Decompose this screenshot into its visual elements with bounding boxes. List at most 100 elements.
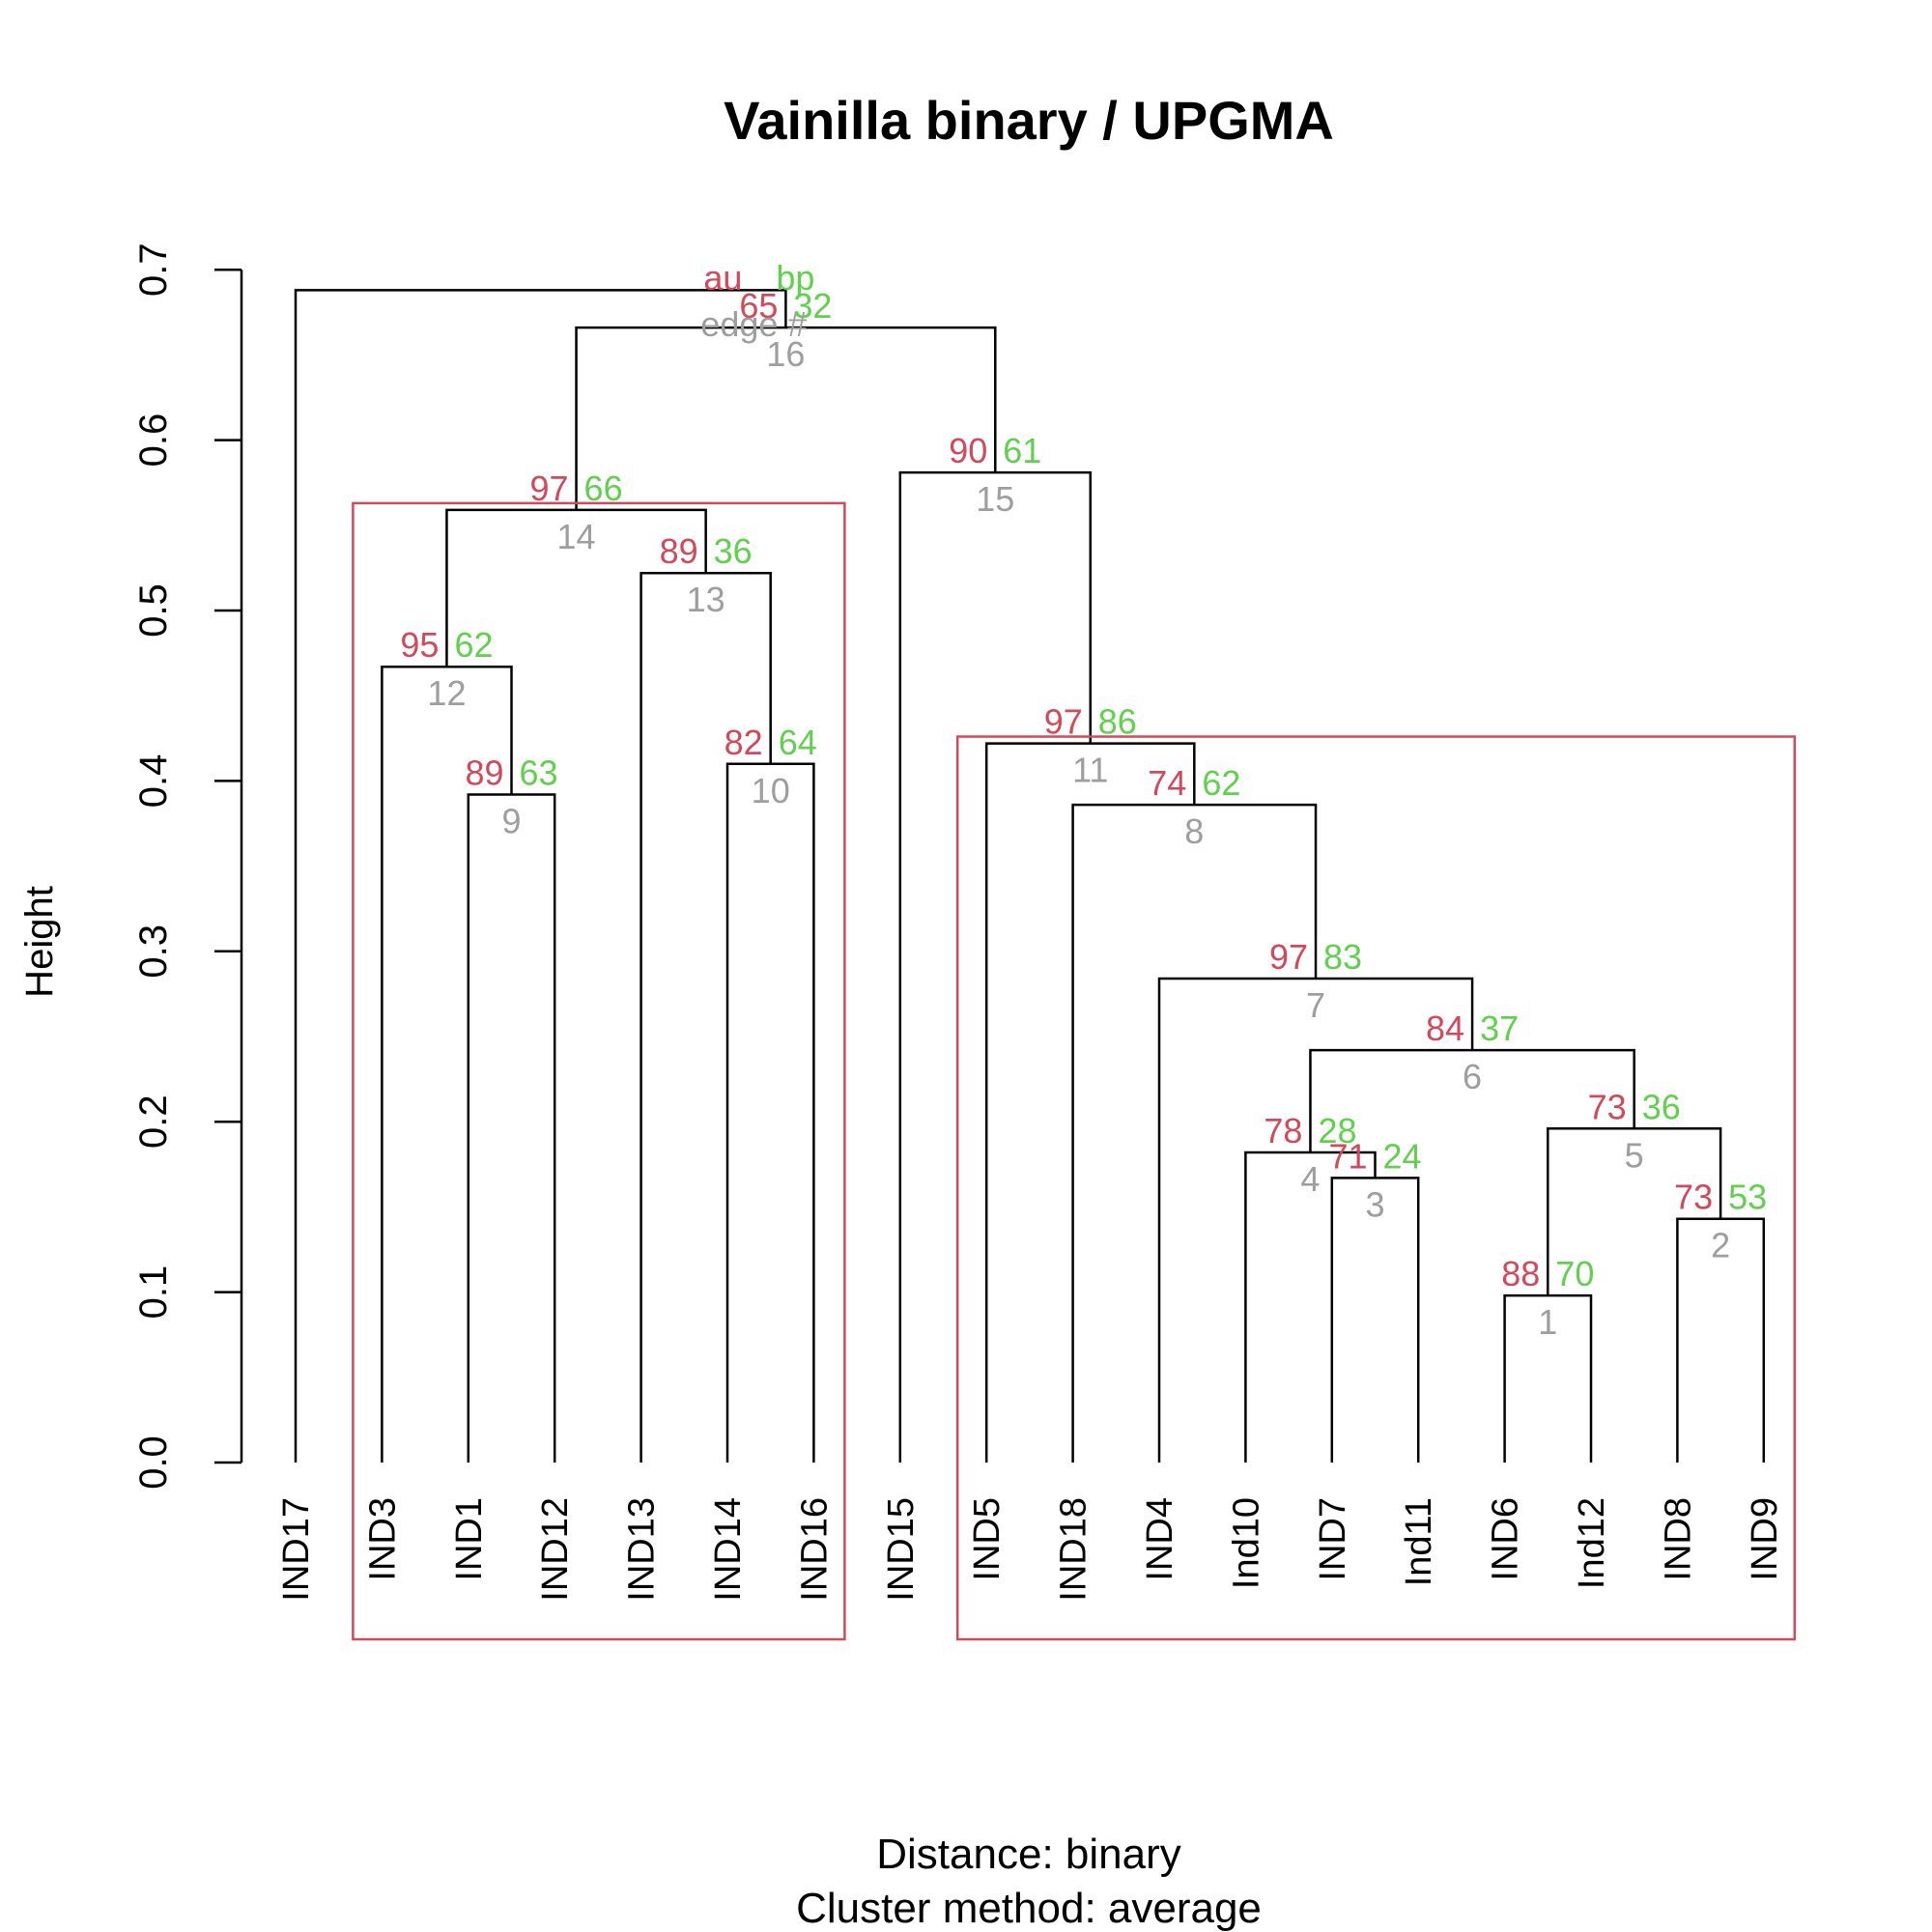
- au-value-edge-6: 84: [1426, 1009, 1464, 1048]
- bp-value-edge-6: 37: [1480, 1009, 1519, 1048]
- edge-number-4: 4: [1300, 1159, 1320, 1199]
- au-value-edge-10: 82: [724, 723, 763, 762]
- bp-value-edge-16: 32: [793, 286, 832, 326]
- edge-number-11: 11: [1072, 751, 1108, 790]
- leaf-label-ind7: IND7: [1313, 1497, 1353, 1581]
- edge-number-14: 14: [557, 517, 596, 556]
- legend-au: au: [703, 258, 742, 298]
- bp-value-edge-14: 66: [584, 469, 623, 508]
- au-value-edge-12: 95: [400, 625, 439, 665]
- y-tick-label-6: 0.6: [132, 413, 175, 468]
- au-value-edge-11: 97: [1044, 702, 1083, 742]
- edge-number-6: 6: [1463, 1057, 1482, 1096]
- subtitle-cluster-method: Cluster method: average: [796, 1885, 1262, 1932]
- bp-value-edge-8: 62: [1202, 763, 1240, 803]
- au-value-edge-1: 88: [1501, 1254, 1540, 1293]
- leaf-label-ind13: IND13: [622, 1497, 663, 1602]
- bp-value-edge-12: 62: [454, 625, 493, 665]
- au-value-edge-4: 78: [1264, 1111, 1302, 1151]
- au-value-edge-8: 74: [1148, 763, 1186, 803]
- y-tick-label-4: 0.4: [132, 754, 175, 809]
- edge-number-15: 15: [976, 479, 1014, 519]
- leaf-label-ind8: IND8: [1658, 1497, 1698, 1581]
- au-value-edge-5: 73: [1588, 1087, 1627, 1126]
- bp-value-edge-15: 61: [1003, 431, 1041, 470]
- edge-number-10: 10: [752, 771, 790, 810]
- merge-edge-15: [898, 470, 1093, 1463]
- bp-value-edge-7: 83: [1323, 937, 1362, 977]
- merge-edge-1: [1503, 1293, 1593, 1463]
- au-value-edge-16: 65: [739, 286, 778, 326]
- edge-number-3: 3: [1365, 1184, 1384, 1224]
- bp-value-edge-3: 24: [1383, 1136, 1422, 1176]
- edge-number-2: 2: [1711, 1226, 1730, 1265]
- merge-edge-9: [467, 793, 556, 1463]
- cluster-rectangles: [352, 501, 1797, 1641]
- bp-value-edge-5: 36: [1642, 1087, 1681, 1126]
- chart-title: Vainilla binary / UPGMA: [724, 90, 1334, 151]
- bp-value-edge-4: 28: [1318, 1111, 1356, 1151]
- merge-edge-2: [1676, 1217, 1766, 1463]
- au-value-edge-2: 73: [1674, 1178, 1713, 1217]
- y-tick-label-5: 0.5: [132, 583, 175, 638]
- leaf-label-ind5: IND5: [967, 1497, 1008, 1581]
- edge-number-1: 1: [1538, 1302, 1557, 1342]
- edge-number-9: 9: [501, 802, 521, 841]
- leaf-label-ind16: IND16: [794, 1497, 835, 1602]
- y-axis: 0.0 0.1 0.2 0.3 0.4 0.5 0.6 0.7: [132, 242, 243, 1490]
- leaf-label-ind9: IND9: [1745, 1497, 1785, 1581]
- au-value-edge-14: 97: [530, 469, 569, 508]
- au-value-edge-3: 71: [1328, 1136, 1367, 1176]
- bp-value-edge-2: 53: [1728, 1178, 1767, 1217]
- y-tick-label-7: 0.7: [132, 242, 175, 297]
- leaf-label-ind11: Ind11: [1399, 1497, 1439, 1586]
- y-tick-label-3: 0.3: [132, 924, 175, 979]
- leaf-label-ind15: IND15: [881, 1497, 922, 1602]
- merge-edge-4: [1244, 1151, 1377, 1463]
- legend-bp: bp: [776, 258, 814, 298]
- bp-value-edge-13: 36: [714, 531, 753, 571]
- leaf-label-ind1: IND1: [449, 1497, 490, 1581]
- cluster-box-1: [352, 501, 846, 1641]
- leaf-label-ind6: IND6: [1486, 1497, 1526, 1581]
- cluster-box-2: [955, 735, 1797, 1641]
- merge-edge-root0: [294, 289, 787, 1463]
- y-tick-label-0: 0.0: [132, 1435, 175, 1490]
- bp-value-edge-1: 70: [1555, 1254, 1594, 1293]
- y-tick-label-1: 0.1: [132, 1265, 175, 1320]
- edge-number-8: 8: [1184, 811, 1204, 851]
- merge-edge-13: [639, 571, 772, 1463]
- au-value-edge-13: 89: [660, 531, 698, 571]
- edge-number-12: 12: [427, 673, 466, 713]
- subtitle-distance: Distance: binary: [876, 1831, 1180, 1878]
- merge-edge-10: [725, 762, 815, 1463]
- bp-value-edge-10: 64: [779, 723, 817, 762]
- edge-number-5: 5: [1625, 1135, 1644, 1175]
- merge-edge-11: [984, 742, 1196, 1463]
- leaf-label-ind18: IND18: [1054, 1497, 1094, 1602]
- edge-number-16: 16: [766, 334, 805, 374]
- leaf-label-ind10: Ind10: [1226, 1497, 1266, 1589]
- leaf-label-ind14: IND14: [708, 1497, 749, 1602]
- au-value-edge-15: 90: [949, 431, 987, 470]
- y-tick-label-2: 0.2: [132, 1094, 175, 1149]
- bp-value-edge-11: 86: [1098, 702, 1137, 742]
- legend-edge: edge #: [700, 304, 807, 344]
- dendrogram-tree: [294, 289, 1766, 1463]
- leaf-labels: IND17 IND3 IND1 IND12 IND13 IND14 IND16 IND15 IN…: [276, 1497, 1785, 1602]
- edge-number-13: 13: [687, 580, 725, 619]
- leaf-label-ind17: IND17: [276, 1497, 317, 1602]
- leaf-label-ind3: IND3: [362, 1497, 403, 1581]
- leaf-label-ind4: IND4: [1140, 1497, 1180, 1581]
- node-labels: 88 70 1 73 53 2 71 24 3 78 28 4 73 36 5 84 37 6 97 83 7 74 62 8…: [400, 286, 1767, 1342]
- leaf-label-ind12: IND12: [535, 1497, 576, 1602]
- y-axis-label: Height: [18, 886, 61, 998]
- edge-number-7: 7: [1306, 985, 1325, 1025]
- legend: au bp edge #: [700, 258, 814, 344]
- merge-edge-5: [1547, 1127, 1722, 1296]
- leaf-label-ind12: Ind12: [1572, 1497, 1612, 1589]
- au-value-edge-9: 89: [465, 753, 503, 793]
- bp-value-edge-9: 63: [520, 753, 558, 793]
- au-value-edge-7: 97: [1269, 937, 1308, 977]
